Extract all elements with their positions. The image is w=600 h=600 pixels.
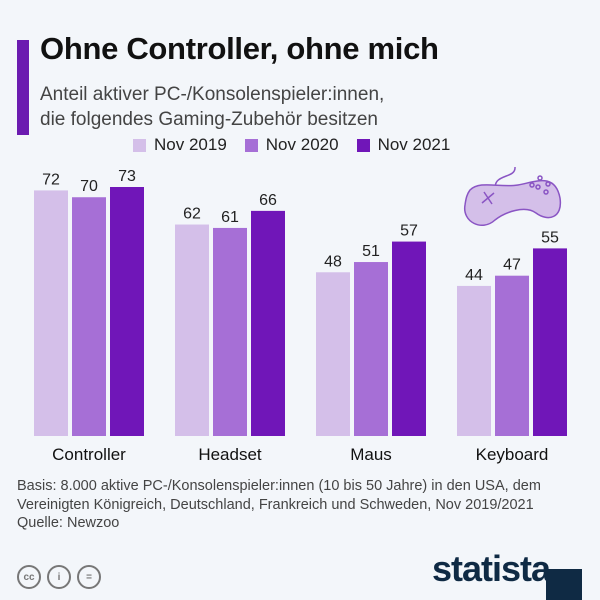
data-label: 72 — [42, 171, 60, 188]
by-icon[interactable]: i — [47, 565, 71, 589]
chart-subtitle: Anteil aktiver PC-/Konsolenspieler:innen… — [40, 82, 384, 132]
bar — [316, 272, 350, 436]
category-label: Keyboard — [476, 445, 549, 464]
bar — [110, 187, 144, 436]
bar — [175, 224, 209, 436]
source-note: Quelle: Newzoo — [17, 515, 120, 531]
legend: Nov 2019 Nov 2020 Nov 2021 — [133, 135, 450, 155]
legend-label: Nov 2019 — [154, 135, 227, 154]
data-label: 47 — [503, 257, 521, 274]
license-icons[interactable]: cc i = — [17, 565, 101, 589]
gamepad-icon — [464, 166, 562, 226]
data-label: 51 — [362, 243, 380, 260]
data-label: 66 — [259, 192, 277, 209]
bar — [72, 197, 106, 436]
category-label: Headset — [198, 445, 262, 464]
data-label: 73 — [118, 168, 136, 185]
chart-title: Ohne Controller, ohne mich — [40, 31, 439, 66]
bar — [392, 241, 426, 436]
footnote-basis: Basis: 8.000 aktive PC-/Konsolenspieler:… — [17, 478, 541, 513]
subtitle-line: Anteil aktiver PC-/Konsolenspieler:innen… — [40, 84, 385, 105]
bar — [495, 275, 529, 436]
legend-item: Nov 2020 — [244, 135, 339, 155]
legend-label: Nov 2020 — [265, 135, 339, 154]
data-label: 55 — [541, 229, 559, 246]
bar — [251, 210, 285, 436]
category-label: Maus — [350, 445, 392, 464]
data-label: 57 — [400, 223, 418, 240]
statista-logo-mark — [546, 569, 582, 600]
subtitle-line: die folgendes Gaming-Zubehör besitzen — [40, 109, 378, 130]
cc-icon[interactable]: cc — [17, 565, 41, 589]
legend-swatch — [356, 138, 370, 152]
legend-swatch — [244, 138, 258, 152]
data-label: 44 — [465, 267, 483, 284]
bar — [34, 190, 68, 436]
data-label: 61 — [221, 209, 239, 226]
legend-label: Nov 2021 — [377, 135, 451, 154]
category-label: Controller — [52, 445, 126, 464]
legend-swatch — [133, 138, 146, 152]
title-accent-bar — [17, 40, 29, 135]
bar — [213, 227, 247, 436]
nd-icon[interactable]: = — [77, 565, 101, 589]
data-label: 48 — [324, 253, 342, 270]
legend-item: Nov 2021 — [356, 135, 451, 155]
bar — [533, 248, 567, 436]
data-label: 70 — [80, 178, 98, 195]
bars: 72 70 73 Controller 62 61 66 Headset 48 51 57 Maus 4… — [34, 168, 567, 464]
data-label: 62 — [183, 206, 201, 223]
bar — [457, 285, 491, 436]
bar — [354, 262, 388, 436]
legend-item: Nov 2019 — [133, 135, 227, 155]
statista-logo[interactable]: statista — [432, 548, 551, 589]
